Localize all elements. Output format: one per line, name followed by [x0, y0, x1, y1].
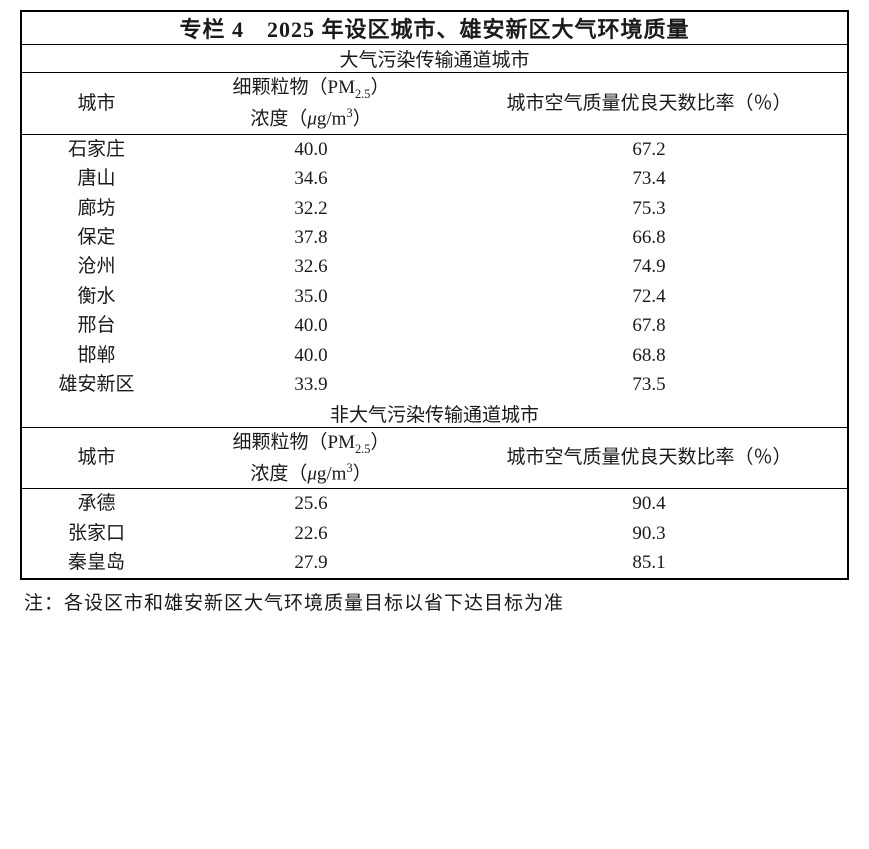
table-row: 廊坊 32.2 75.3: [21, 194, 848, 223]
pm25-g: g/m: [317, 463, 347, 484]
pm25-label-line1a: 细颗粒物（PM: [233, 77, 355, 98]
cell-city: 唐山: [21, 164, 171, 193]
cell-city: 承德: [21, 489, 171, 519]
table-row: 张家口 22.6 90.3: [21, 519, 848, 548]
cell-city: 石家庄: [21, 134, 171, 164]
cell-rate: 90.4: [451, 489, 848, 519]
cell-rate: 90.3: [451, 519, 848, 548]
cell-city: 沧州: [21, 252, 171, 281]
cell-rate: 72.4: [451, 282, 848, 311]
col-header-city: 城市: [21, 73, 171, 135]
col-header-pm25: 细颗粒物（PM2.5） 浓度（μg/m3）: [171, 73, 451, 135]
cell-rate: 67.8: [451, 311, 848, 340]
air-quality-table: 专栏 4 2025 年设区城市、雄安新区大气环境质量 大气污染传输通道城市 城市…: [20, 10, 849, 580]
section2-title: 非大气污染传输通道城市: [21, 400, 848, 428]
pm25-mu: μ: [307, 463, 317, 484]
section2-title-row: 非大气污染传输通道城市: [21, 400, 848, 428]
pm25-label-line2b: ）: [353, 108, 372, 129]
pm25-sub: 2.5: [355, 87, 370, 101]
column-header-row-2: 城市 细颗粒物（PM2.5） 浓度（μg/m3） 城市空气质量优良天数比率（％）: [21, 427, 848, 489]
cell-pm25: 34.6: [171, 164, 451, 193]
table-row: 石家庄 40.0 67.2: [21, 134, 848, 164]
cell-rate: 73.4: [451, 164, 848, 193]
pm25-mu: μ: [307, 108, 317, 129]
cell-pm25: 40.0: [171, 134, 451, 164]
cell-city: 雄安新区: [21, 370, 171, 399]
col-header-rate: 城市空气质量优良天数比率（％）: [451, 73, 848, 135]
cell-pm25: 37.8: [171, 223, 451, 252]
section1-title-row: 大气污染传输通道城市: [21, 45, 848, 73]
cell-city: 秦皇岛: [21, 548, 171, 578]
pm25-label-line2a: 浓度（: [250, 108, 307, 129]
cell-pm25: 27.9: [171, 548, 451, 578]
cell-city: 邯郸: [21, 341, 171, 370]
cell-city: 邢台: [21, 311, 171, 340]
pm25-g: g/m: [317, 108, 347, 129]
cell-rate: 85.1: [451, 548, 848, 578]
table-row: 唐山 34.6 73.4: [21, 164, 848, 193]
pm25-label-line1a: 细颗粒物（PM: [233, 432, 355, 453]
cell-pm25: 22.6: [171, 519, 451, 548]
pm25-label-line2a: 浓度（: [250, 463, 307, 484]
cell-pm25: 32.2: [171, 194, 451, 223]
pm25-sub: 2.5: [355, 441, 370, 455]
table-row: 雄安新区 33.9 73.5: [21, 370, 848, 399]
table-title-row: 专栏 4 2025 年设区城市、雄安新区大气环境质量: [21, 11, 848, 45]
pm25-label-line1b: ）: [370, 77, 389, 98]
cell-city: 衡水: [21, 282, 171, 311]
table-row: 秦皇岛 27.9 85.1: [21, 548, 848, 578]
cell-rate: 73.5: [451, 370, 848, 399]
section1-title: 大气污染传输通道城市: [21, 45, 848, 73]
col-header-city: 城市: [21, 427, 171, 489]
table-row: 邢台 40.0 67.8: [21, 311, 848, 340]
cell-city: 张家口: [21, 519, 171, 548]
cell-city: 保定: [21, 223, 171, 252]
cell-rate: 68.8: [451, 341, 848, 370]
col-header-pm25: 细颗粒物（PM2.5） 浓度（μg/m3）: [171, 427, 451, 489]
cell-pm25: 25.6: [171, 489, 451, 519]
column-header-row-1: 城市 细颗粒物（PM2.5） 浓度（μg/m3） 城市空气质量优良天数比率（％）: [21, 73, 848, 135]
cell-rate: 66.8: [451, 223, 848, 252]
pm25-label-line2b: ）: [353, 463, 372, 484]
cell-pm25: 35.0: [171, 282, 451, 311]
table-row: 衡水 35.0 72.4: [21, 282, 848, 311]
cell-pm25: 40.0: [171, 311, 451, 340]
cell-city: 廊坊: [21, 194, 171, 223]
table-row: 保定 37.8 66.8: [21, 223, 848, 252]
cell-rate: 75.3: [451, 194, 848, 223]
cell-pm25: 33.9: [171, 370, 451, 399]
footnote: 注：各设区市和雄安新区大气环境质量目标以省下达目标为准: [20, 580, 849, 615]
table-title: 专栏 4 2025 年设区城市、雄安新区大气环境质量: [21, 11, 848, 45]
cell-pm25: 32.6: [171, 252, 451, 281]
col-header-rate: 城市空气质量优良天数比率（％）: [451, 427, 848, 489]
cell-pm25: 40.0: [171, 341, 451, 370]
pm25-label-line1b: ）: [370, 432, 389, 453]
table-row: 沧州 32.6 74.9: [21, 252, 848, 281]
cell-rate: 67.2: [451, 134, 848, 164]
cell-rate: 74.9: [451, 252, 848, 281]
table-row: 邯郸 40.0 68.8: [21, 341, 848, 370]
table-row: 承德 25.6 90.4: [21, 489, 848, 519]
page: 专栏 4 2025 年设区城市、雄安新区大气环境质量 大气污染传输通道城市 城市…: [0, 0, 869, 625]
